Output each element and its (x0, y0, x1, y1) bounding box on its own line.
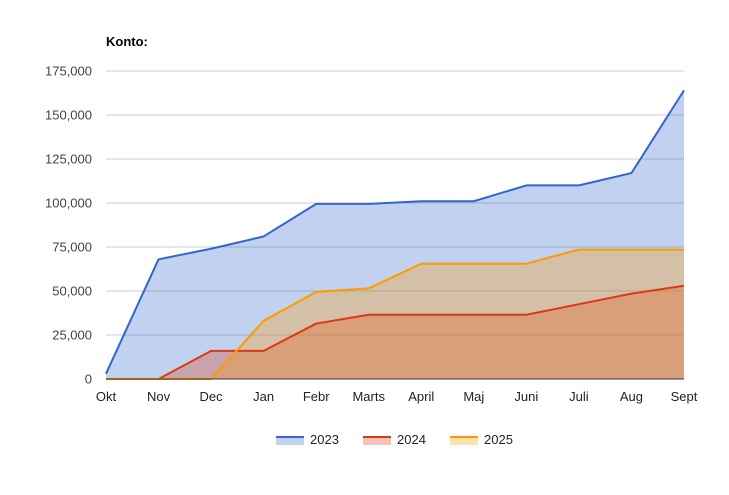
legend-swatch-area (363, 437, 391, 445)
x-tick-label: April (408, 389, 434, 404)
legend-label: 2024 (397, 432, 426, 447)
y-tick-label: 175,000 (45, 64, 92, 79)
legend-label: 2023 (310, 432, 339, 447)
area-2024 (106, 285, 684, 379)
gridlines (106, 70, 684, 336)
y-tick-label: 125,000 (45, 152, 92, 167)
legend-item-2024[interactable]: 2024 (363, 432, 426, 447)
x-tick-label: Juli (569, 389, 589, 404)
axes: 0 25,000 50,000 75,000 100,000 125,000 150,000… (45, 64, 698, 405)
legend-item-2025[interactable]: 2025 (450, 432, 513, 447)
x-tick-label: Juni (514, 389, 538, 404)
line-2023 (105, 89, 685, 375)
x-tick-label: Sept (671, 389, 698, 404)
legend-item-2023[interactable]: 2023 (276, 432, 339, 447)
x-tick-label: Okt (96, 389, 117, 404)
y-tick-label: 0 (85, 372, 92, 387)
y-tick-label: 100,000 (45, 196, 92, 211)
chart-title: Konto: (106, 34, 148, 49)
x-tick-label: Maj (463, 389, 484, 404)
legend-swatch-area (450, 437, 478, 445)
x-tick-label: Febr (303, 389, 330, 404)
y-tick-label: 50,000 (52, 284, 92, 299)
legend-swatch-area (276, 437, 304, 445)
x-tick-label: Aug (620, 389, 643, 404)
x-tick-label: Dec (200, 389, 224, 404)
area-2023 (106, 90, 684, 380)
x-tick-label: Nov (147, 389, 171, 404)
line-2024 (106, 284, 685, 380)
x-tick-label: Marts (352, 389, 385, 404)
y-tick-label: 75,000 (52, 240, 92, 255)
x-tick-label: Jan (253, 389, 274, 404)
series-areas (106, 90, 684, 380)
legend[interactable]: 2023 2024 2025 (276, 432, 513, 447)
y-tick-label: 150,000 (45, 108, 92, 123)
legend-label: 2025 (484, 432, 513, 447)
y-tick-label: 25,000 (52, 328, 92, 343)
